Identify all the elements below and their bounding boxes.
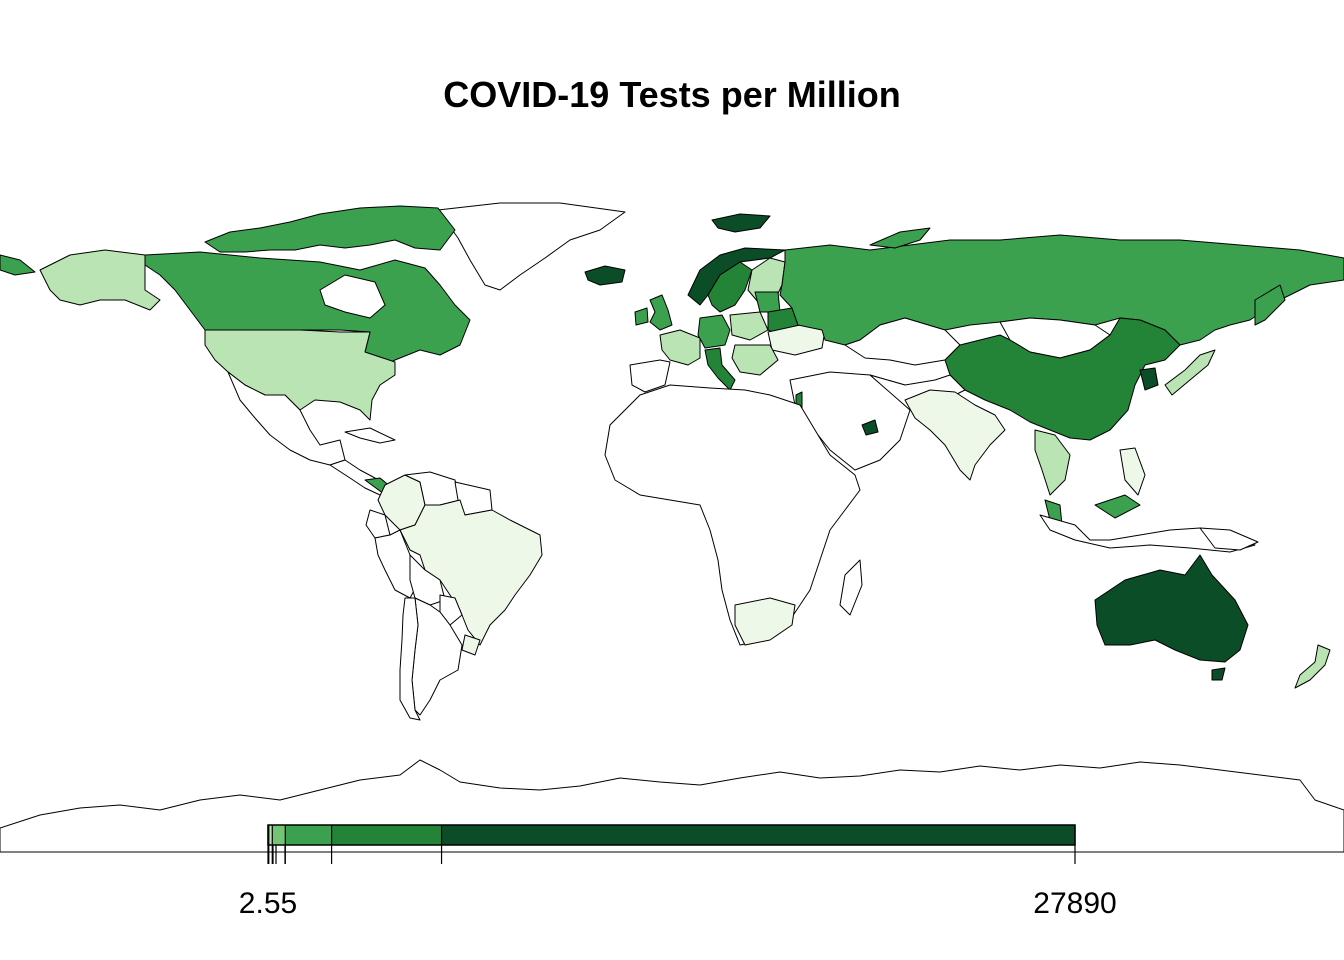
legend-swatch: [285, 825, 332, 845]
legend-min-label: 2.55: [239, 887, 297, 920]
country-south-korea: [1139, 367, 1159, 391]
country-africa: [604, 384, 861, 646]
country-australia: [1094, 554, 1249, 663]
country-greenland: [437, 202, 626, 291]
country-new-zealand: [1294, 644, 1331, 689]
country-paraguay: [439, 594, 463, 626]
country-balkans: [731, 344, 779, 376]
country-svalbard: [711, 213, 771, 233]
country-iceland: [584, 265, 626, 286]
country-usa-alaska: [39, 249, 161, 311]
country-germany: [697, 314, 731, 349]
legend-max-label: 27890: [1033, 887, 1116, 920]
country-thailand-region: [1034, 429, 1071, 496]
legend-color-bar: [267, 824, 1076, 846]
country-uk: [649, 294, 673, 331]
map-title: COVID-19 Tests per Million: [443, 74, 901, 115]
country-bolivia: [409, 554, 446, 606]
country-chile: [399, 597, 421, 721]
country-baltics: [754, 291, 781, 313]
country-south-africa: [734, 597, 796, 646]
country-china: [944, 317, 1181, 441]
color-legend: 2.55 27890: [239, 824, 1117, 920]
legend-ticks: [267, 825, 1076, 864]
country-japan: [1164, 349, 1216, 396]
legend-swatch: [268, 825, 273, 845]
country-uae: [861, 419, 879, 436]
legend-swatch: [272, 825, 286, 845]
country-ireland: [634, 307, 649, 326]
country-france: [659, 329, 701, 366]
country-usa: [204, 329, 396, 421]
legend-swatch: [331, 825, 442, 845]
country-canada-islands: [204, 205, 456, 253]
country-australia-tasmania: [1211, 667, 1226, 681]
country-italy: [704, 347, 736, 391]
country-russia-novaya-zemlya: [869, 227, 931, 249]
country-russia-kamchatka: [1254, 284, 1286, 326]
legend-swatch: [441, 825, 1075, 845]
country-uruguay: [461, 634, 481, 656]
country-spain: [629, 359, 671, 393]
country-india: [904, 389, 1006, 481]
country-russia-west-edge: [0, 254, 36, 276]
hudson-bay: [319, 274, 386, 319]
country-poland: [729, 311, 769, 341]
country-cuba: [344, 427, 396, 444]
country-papua-new-guinea: [1199, 527, 1259, 551]
country-sweden: [707, 261, 753, 313]
country-canada: [144, 251, 471, 373]
country-philippines: [1119, 447, 1146, 496]
country-madagascar: [839, 559, 863, 616]
country-mexico: [227, 371, 346, 466]
